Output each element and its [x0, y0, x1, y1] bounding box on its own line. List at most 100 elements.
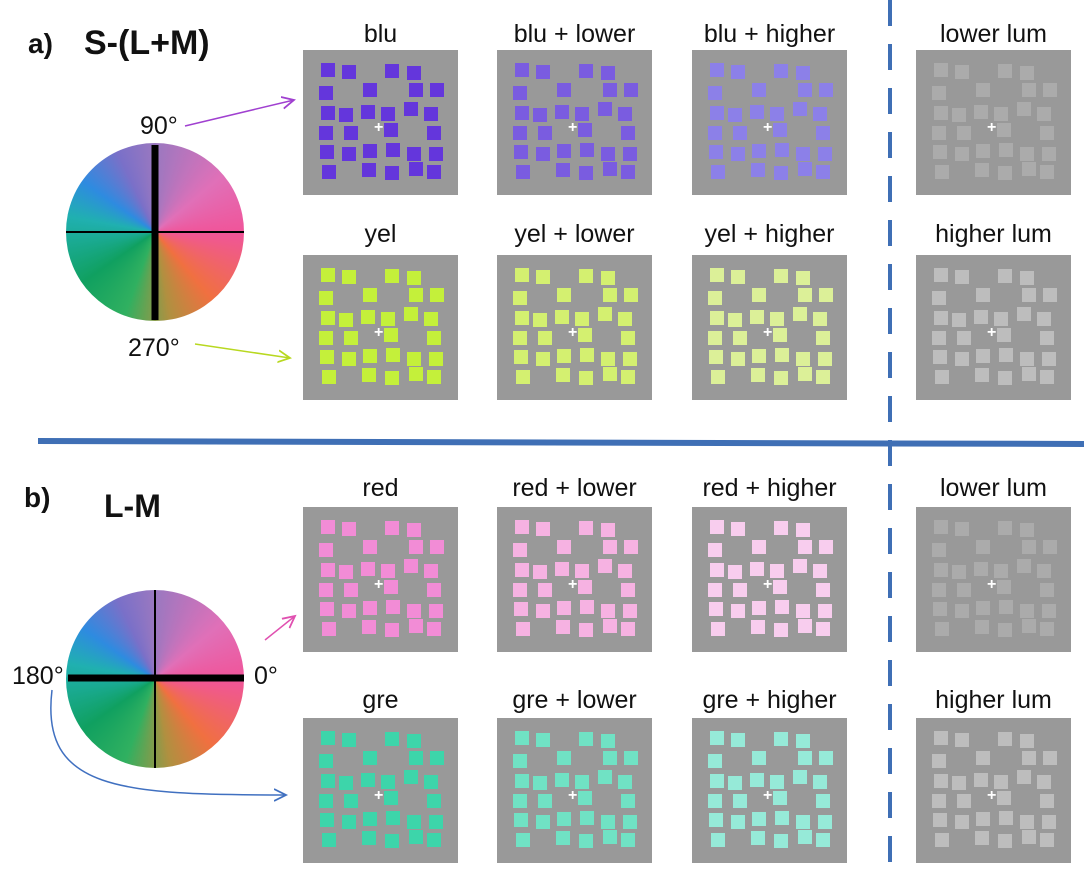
stimulus-square — [339, 312, 354, 327]
stimulus-square — [932, 144, 947, 159]
stimulus-square — [578, 521, 593, 536]
stimulus-square — [818, 540, 833, 555]
stimulus-square — [407, 352, 422, 367]
stimulus-square — [538, 330, 553, 345]
stimulus-square — [341, 352, 356, 367]
stimulus-square — [407, 270, 422, 285]
stimulus-square — [602, 367, 617, 382]
stimulus-square — [621, 793, 636, 808]
condition-label: blu — [363, 20, 398, 48]
stimulus-square — [1039, 369, 1054, 384]
stimulus-square — [751, 811, 766, 826]
stimulus-square — [974, 368, 989, 383]
stimulus-square — [429, 751, 444, 766]
stimulus-square — [577, 790, 592, 805]
stimulus-square — [711, 370, 726, 385]
stimulus-square — [385, 599, 400, 614]
stimulus-square — [998, 371, 1013, 386]
stimulus-square — [321, 311, 336, 326]
fixation-cross: + — [568, 576, 578, 593]
stimulus-square — [931, 582, 946, 597]
stimulus-square — [535, 604, 550, 619]
stimulus-square — [384, 732, 399, 747]
stimulus-square — [934, 563, 949, 578]
stimulus-square — [707, 125, 722, 140]
stimulus-square — [772, 327, 787, 342]
stimulus-square — [934, 267, 949, 282]
stimulus-square — [994, 311, 1009, 326]
stimulus-square — [1021, 830, 1036, 845]
stimulus-square — [318, 793, 333, 808]
stimulus-square — [385, 347, 400, 362]
stimulus-square — [360, 310, 375, 325]
stimulus-square — [812, 312, 827, 327]
stimulus-square — [1040, 125, 1055, 140]
stimulus-square — [318, 543, 333, 558]
stimulus-square — [931, 291, 946, 306]
stimulus-square — [710, 774, 725, 789]
stimulus-square — [408, 539, 423, 554]
stimulus-square — [797, 287, 812, 302]
stimulus-square — [1021, 750, 1036, 765]
stimulus-square — [1042, 815, 1057, 830]
stimulus-square — [362, 83, 377, 98]
stimulus-square — [426, 832, 441, 847]
stimulus-square — [998, 599, 1013, 614]
stimulus-square — [1040, 330, 1055, 345]
stimulus-square — [750, 163, 765, 178]
stimulus-square — [797, 830, 812, 845]
panel-label: a) — [28, 28, 53, 59]
condition-label: red + higher — [702, 474, 837, 502]
stimulus-square — [818, 352, 833, 367]
stimulus-square — [1020, 352, 1035, 367]
stimulus-square — [381, 563, 396, 578]
stimulus-square — [341, 522, 356, 537]
stimulus-square — [516, 833, 531, 848]
stimulus-square — [994, 106, 1009, 121]
stimulus-square — [319, 601, 334, 616]
stimulus-square — [384, 269, 399, 284]
stimulus-square — [538, 793, 553, 808]
stimulus-square — [954, 604, 969, 619]
stimulus-square — [322, 165, 337, 180]
stimulus-square — [403, 307, 418, 322]
stimulus-square — [975, 83, 990, 98]
stimulus-square — [341, 815, 356, 830]
stimulus-square — [556, 751, 571, 766]
stimulus-square — [1021, 367, 1036, 382]
stimulus-square — [579, 347, 594, 362]
stimulus-square — [575, 311, 590, 326]
stimulus-square — [597, 102, 612, 117]
stimulus-square — [578, 64, 593, 79]
stimulus-square — [934, 62, 949, 77]
stimulus-square — [710, 267, 725, 282]
stimulus-square — [515, 730, 530, 745]
stimulus-square — [319, 349, 334, 364]
stimulus-square — [578, 269, 593, 284]
stimulus-square — [750, 831, 765, 846]
stimulus-square — [621, 125, 636, 140]
stimulus-square — [554, 562, 569, 577]
stimulus-square — [602, 830, 617, 845]
stimulus-square — [427, 793, 442, 808]
stimulus-square — [998, 834, 1013, 849]
stimulus-square — [934, 106, 949, 121]
stimulus-square — [975, 540, 990, 555]
stimulus-square — [555, 368, 570, 383]
stimulus-square — [954, 270, 969, 285]
stimulus-square — [707, 291, 722, 306]
condition-label: gre — [362, 686, 399, 714]
stimulus-square — [361, 831, 376, 846]
stimulus-square — [407, 147, 422, 162]
stimulus-square — [797, 162, 812, 177]
stimulus-square — [1042, 288, 1057, 303]
stimulus-square — [322, 833, 337, 848]
stimulus-square — [384, 521, 399, 536]
condition-label: lower lum — [940, 20, 1047, 48]
condition-label: gre + higher — [702, 686, 837, 714]
stimulus-square — [1042, 751, 1057, 766]
stimulus-square — [579, 810, 594, 825]
stimulus-square — [1016, 559, 1031, 574]
condition-label: blu + higher — [703, 20, 836, 48]
stimulus-square — [385, 142, 400, 157]
